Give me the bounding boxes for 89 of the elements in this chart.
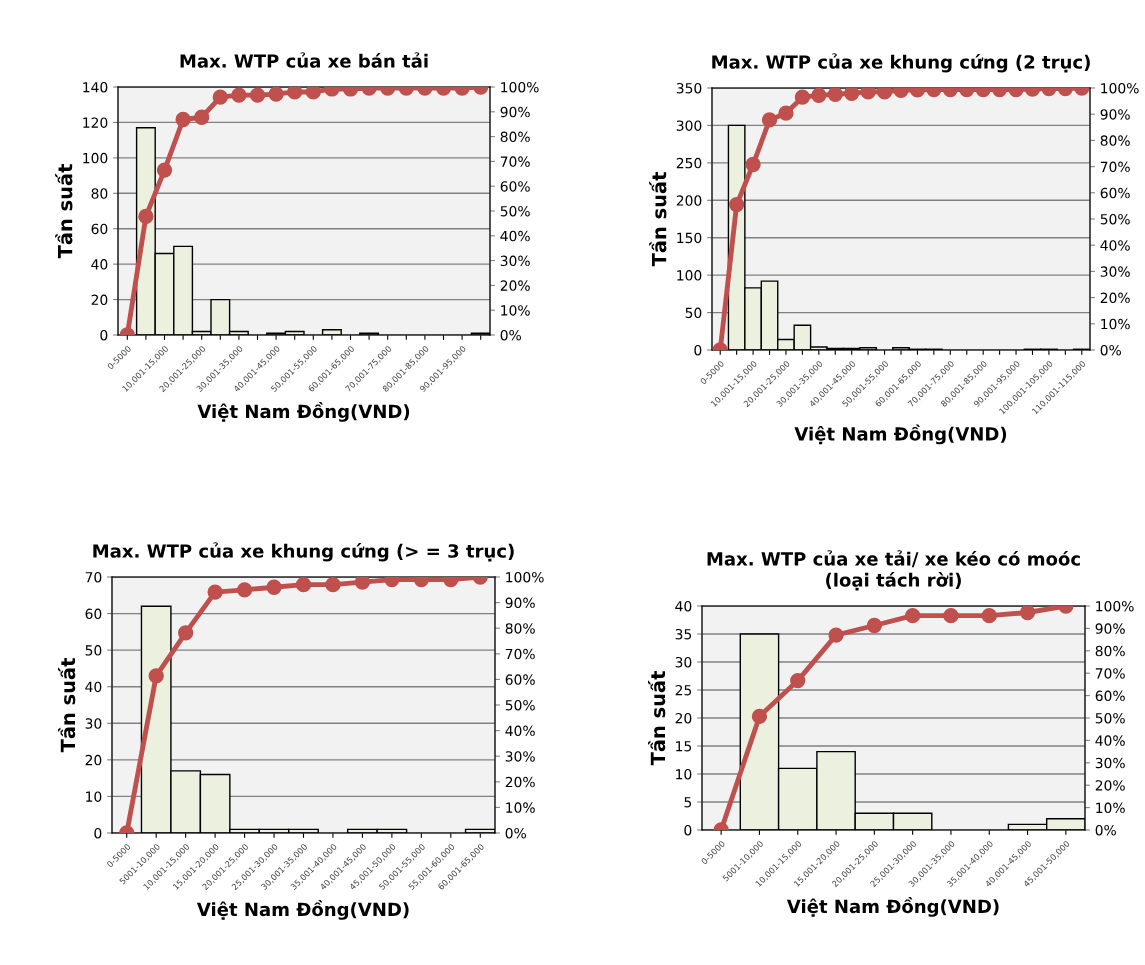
y-tick-label: 40 xyxy=(91,259,108,270)
chart-title: Max. WTP của xe bán tải xyxy=(180,52,428,68)
y-tick-label: 70 xyxy=(85,571,102,583)
y2-tick-label: 50% xyxy=(505,699,535,711)
y2-tick-label: 20% xyxy=(500,280,530,291)
y2-tick-label: 30% xyxy=(1095,757,1125,769)
chart-title: Max. WTP của xe tải/ xe kéo có moóc (loại tách rời) xyxy=(707,550,1080,591)
y-tick-label: 100 xyxy=(677,270,702,281)
y2-tick-label: 60% xyxy=(1095,690,1125,702)
y2-tick-label: 80% xyxy=(1100,135,1130,146)
y-tick-label: 10 xyxy=(86,791,102,802)
y-axis-title: Tần suất xyxy=(649,172,667,267)
y-tick-label: 300 xyxy=(676,120,702,131)
y2-tick-label: 20% xyxy=(1095,780,1125,791)
y2-tick-label: 80% xyxy=(500,131,530,143)
y2-tick-label: 70% xyxy=(505,648,535,660)
y2-tick-label: 10% xyxy=(506,802,535,813)
y-tick-label: 5 xyxy=(684,797,692,808)
y2-tick-label: 40% xyxy=(1100,240,1130,251)
y-axis-title: Tần suất xyxy=(57,658,76,753)
y-tick-label: 20 xyxy=(85,754,102,766)
y2-tick-label: 30% xyxy=(500,255,530,267)
y-tick-label: 40 xyxy=(85,681,102,693)
x-axis-title: Việt Nam Đồng(VND) xyxy=(196,900,409,920)
y2-tick-label: 0% xyxy=(505,827,526,839)
y-tick-label: 50 xyxy=(685,307,702,319)
y2-tick-label: 60% xyxy=(505,674,535,685)
y2-tick-label: 90% xyxy=(500,106,530,118)
y2-tick-label: 20% xyxy=(505,776,535,788)
y2-tick-label: 40% xyxy=(1095,735,1125,746)
y-tick-label: 80 xyxy=(91,188,108,199)
x-axis-title: Việt Nam Đồng(VND) xyxy=(197,402,410,422)
y2-tick-label: 0% xyxy=(1100,344,1121,356)
y2-tick-label: 10% xyxy=(1096,802,1125,814)
y-tick-label: 0 xyxy=(94,827,102,839)
y-tick-label: 100 xyxy=(83,152,108,164)
y2-tick-label: 20% xyxy=(1100,292,1130,304)
y2-tick-label: 10% xyxy=(1101,318,1130,330)
chart-title: Max. WTP của xe khung cứng (> = 3 trục) xyxy=(93,542,514,562)
y-tick-label: 0 xyxy=(694,344,702,356)
y-tick-label: 30 xyxy=(85,718,102,729)
y-axis-title: Tần suất xyxy=(647,671,666,766)
y-tick-label: 200 xyxy=(676,195,702,206)
y2-tick-label: 30% xyxy=(505,751,535,762)
y-tick-label: 20 xyxy=(91,294,108,306)
y2-tick-label: 100% xyxy=(1101,82,1139,94)
y-axis-title: Tần suất xyxy=(55,164,73,259)
y2-tick-label: 70% xyxy=(500,156,530,167)
y2-tick-label: 50% xyxy=(1095,712,1125,724)
y-tick-label: 35 xyxy=(675,628,692,640)
y2-tick-label: 50% xyxy=(1100,213,1130,225)
y2-tick-label: 100% xyxy=(1096,600,1134,612)
y-tick-label: 50 xyxy=(85,645,102,656)
y-tick-label: 20 xyxy=(675,712,692,724)
y-tick-label: 0 xyxy=(684,824,692,836)
y2-tick-label: 10% xyxy=(501,305,530,316)
y2-tick-label: 30% xyxy=(1100,266,1130,277)
y-tick-label: 60 xyxy=(85,608,102,620)
y-tick-label: 10 xyxy=(676,768,692,780)
y-tick-label: 30 xyxy=(675,656,692,668)
y2-tick-label: 90% xyxy=(1100,109,1130,120)
y-tick-label: 120 xyxy=(83,117,108,128)
y2-tick-label: 80% xyxy=(505,623,535,634)
chart-title: Max. WTP của xe khung cứng (2 trục) xyxy=(712,53,1090,73)
y-tick-label: 0 xyxy=(100,329,108,341)
y2-tick-label: 90% xyxy=(1095,623,1125,634)
y-tick-label: 60 xyxy=(91,223,108,235)
y-tick-label: 15 xyxy=(676,741,692,752)
y2-tick-label: 0% xyxy=(500,329,521,341)
x-axis-title: Việt Nam Đồng(VND) xyxy=(786,897,999,917)
y-tick-label: 150 xyxy=(677,232,702,244)
y2-tick-label: 60% xyxy=(1100,187,1130,199)
y2-tick-label: 40% xyxy=(500,230,530,242)
y-tick-label: 140 xyxy=(83,81,108,93)
y2-tick-label: 40% xyxy=(505,725,535,737)
y2-tick-label: 100% xyxy=(501,81,539,93)
y2-tick-label: 70% xyxy=(1095,668,1125,679)
y-tick-label: 25 xyxy=(675,684,692,696)
y2-tick-label: 60% xyxy=(500,181,530,192)
y-tick-label: 250 xyxy=(676,157,702,169)
y2-tick-label: 70% xyxy=(1100,161,1130,173)
y2-tick-label: 0% xyxy=(1095,824,1116,836)
y2-tick-label: 90% xyxy=(505,597,535,609)
y2-tick-label: 80% xyxy=(1095,645,1125,657)
y2-tick-label: 50% xyxy=(500,205,530,217)
y-tick-label: 350 xyxy=(676,82,702,94)
x-axis-title: Việt Nam Đồng(VND) xyxy=(794,424,1007,445)
y-tick-label: 40 xyxy=(675,600,692,612)
y2-tick-label: 100% xyxy=(506,571,544,583)
